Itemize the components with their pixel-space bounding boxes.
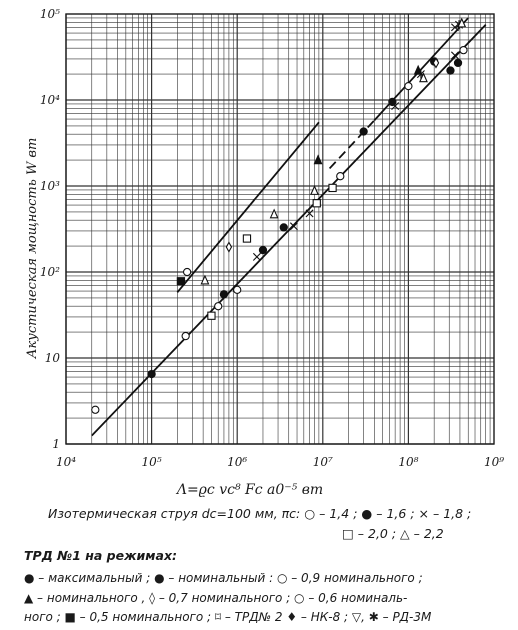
y-axis-label: Акустическая мощность W вт <box>25 138 40 360</box>
data-point <box>181 331 190 341</box>
data-point <box>219 290 229 299</box>
data-point <box>252 252 261 261</box>
y-tick-label: 1 <box>52 437 60 451</box>
grid <box>65 14 494 445</box>
data-point <box>182 267 192 277</box>
y-tick-label: 10⁴ <box>40 93 60 107</box>
data-point <box>413 64 423 75</box>
plot-frame <box>65 13 495 445</box>
data-point <box>305 209 314 218</box>
y-tick-label: 10² <box>40 265 60 279</box>
chart: 10⁴ 10⁵ 10⁶ 10⁷ 10⁸ 10⁹ 1 10 10² 10³ 10⁴ 10⁵ Акусти… <box>25 7 504 498</box>
data-point <box>313 154 323 165</box>
data-point <box>147 369 156 379</box>
data-point <box>446 66 455 75</box>
x-tick-label: 10⁷ <box>313 455 333 469</box>
y-tick-label: 10 <box>45 351 61 365</box>
x-tick-label: 10⁹ <box>484 455 504 469</box>
caption-line-6: ного ; ■ – 0,5 номинального ; ⌑ – ТРД№ 2… <box>24 610 432 624</box>
data-point <box>312 199 321 208</box>
plot-border <box>65 13 495 445</box>
x-tick-label: 10⁴ <box>56 455 76 469</box>
data-point <box>453 58 463 68</box>
caption-line-4: ● – максимальный ; ● – номинальный : ○ –… <box>24 571 423 585</box>
data-point <box>359 127 368 136</box>
data-point <box>242 234 252 243</box>
data-point <box>457 17 467 28</box>
fit-line-upper <box>176 121 320 293</box>
data-point <box>289 222 298 231</box>
data-point <box>450 23 459 32</box>
data-point <box>258 245 268 255</box>
x-tick-label: 10⁵ <box>142 455 162 469</box>
data-point <box>269 208 279 219</box>
caption-line-1: Изотермическая струя dc=100 мм, πс: ○ – … <box>48 506 472 521</box>
x-tick-label: 10⁸ <box>398 455 418 469</box>
caption-line-2: □ – 2,0 ; △ – 2,2 <box>342 526 444 541</box>
data-point <box>328 183 337 193</box>
x-axis-label: Λ=ϱc vc⁸ Fc a0⁻⁵ вт <box>175 482 323 498</box>
fit-line-upper-dashed <box>328 119 375 170</box>
x-tick-label: 10⁶ <box>227 455 247 469</box>
y-tick-label: 10³ <box>40 179 60 193</box>
y-tick-label: 10⁵ <box>40 7 60 21</box>
data-point <box>279 223 288 232</box>
data-points <box>91 17 468 414</box>
data-point <box>450 51 459 60</box>
caption-line-3: ТРД №1 на режимах: <box>24 548 178 563</box>
data-point <box>432 57 440 69</box>
data-point <box>91 405 100 414</box>
data-point <box>459 45 468 55</box>
data-point <box>176 277 186 286</box>
data-point <box>233 285 242 295</box>
caption-line-5: ▲ – номинального , ◊ – 0,7 номинального … <box>24 591 408 605</box>
data-point <box>336 172 345 181</box>
tick-labels: 10⁴ 10⁵ 10⁶ 10⁷ 10⁸ 10⁹ 1 10 10² 10³ 10⁴ 10⁵ <box>40 7 504 469</box>
data-point <box>310 185 319 195</box>
data-point <box>225 241 233 253</box>
data-point <box>214 302 223 311</box>
data-point <box>207 311 216 320</box>
data-point <box>200 274 210 285</box>
data-point <box>404 81 413 91</box>
fit-line-lower <box>91 24 487 437</box>
data-point <box>388 97 397 107</box>
data-point <box>419 72 428 83</box>
